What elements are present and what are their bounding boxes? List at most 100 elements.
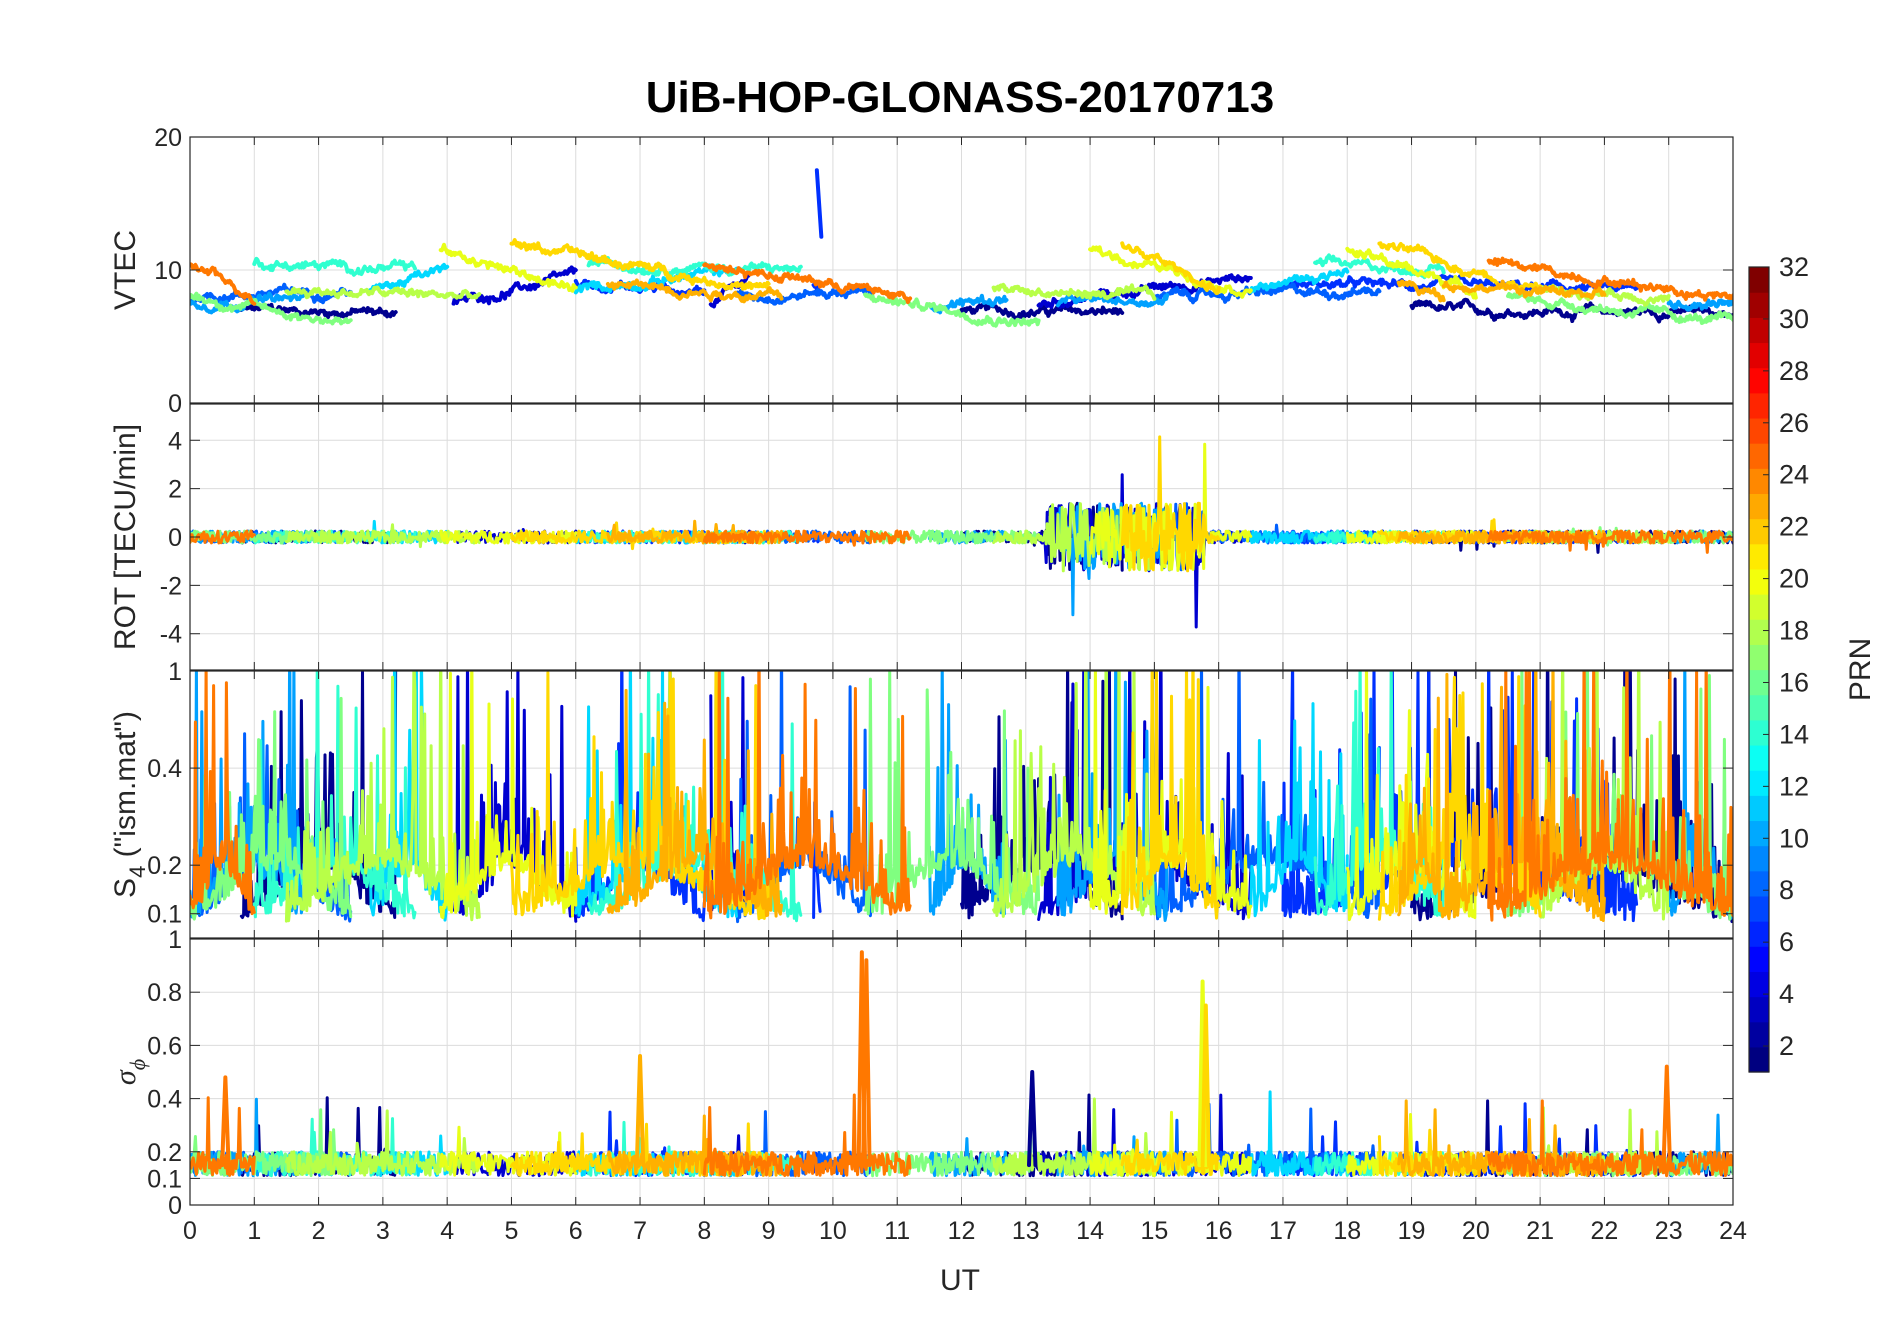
series-group xyxy=(190,168,1733,328)
colorbar-tick-label: 30 xyxy=(1779,304,1809,334)
y-tick-label: 0 xyxy=(168,390,182,418)
colorbar-band xyxy=(1749,921,1769,947)
series-group xyxy=(190,671,1733,924)
y-axis-label-tail: ("ism.mat") xyxy=(109,711,142,866)
y-tick-label: 0.1 xyxy=(147,901,182,929)
colorbar-tick-label: 6 xyxy=(1779,927,1794,957)
colorbar-band xyxy=(1749,820,1769,847)
series-prn-19-line xyxy=(1345,1113,1478,1177)
x-tick-label: 3 xyxy=(376,1217,390,1245)
colorbar-band xyxy=(1749,342,1769,369)
y-tick-label: -2 xyxy=(160,572,182,600)
series-prn-11-line xyxy=(368,262,450,293)
colorbar-band xyxy=(1749,594,1769,620)
colorbar-band xyxy=(1749,845,1769,872)
colorbar-band xyxy=(1749,744,1769,771)
y-axis-label-main: S xyxy=(109,878,142,898)
series-prn-13-line xyxy=(252,256,417,277)
x-tick-label: 1 xyxy=(247,1217,261,1245)
series-prn-7-line xyxy=(1152,282,1382,305)
colorbar-band xyxy=(1749,443,1769,469)
colorbar-band xyxy=(1749,493,1769,520)
x-tick-label: 13 xyxy=(1012,1217,1040,1245)
sigma-phi-spike-line xyxy=(220,1075,231,1168)
series-prn-21-line xyxy=(1377,241,1543,292)
series-prn-19-line xyxy=(1345,246,1478,300)
x-tick-label: 16 xyxy=(1205,1217,1233,1245)
x-tick-label: 12 xyxy=(948,1217,976,1245)
x-axis-label: UT xyxy=(940,1264,980,1297)
series-prn-24-line xyxy=(1487,529,1733,554)
y-axis-label-subscript: 4 xyxy=(125,866,150,878)
y-tick-label: 0.6 xyxy=(147,1032,182,1060)
y-axis-label-main: σ xyxy=(109,1069,142,1085)
y-axis-label: VTEC xyxy=(109,230,142,310)
series-prn-3-line xyxy=(451,265,578,306)
panel-rot: -4 -2 0 2 4 ROT [TECU/min] xyxy=(109,403,1734,671)
colorbar-band xyxy=(1749,267,1769,293)
colorbar-band xyxy=(1749,317,1769,344)
series-prn-15-line xyxy=(1506,291,1733,325)
colorbar-band xyxy=(1749,392,1769,419)
series-prn-22-line xyxy=(1396,279,1446,303)
y-tick-label: 0.2 xyxy=(147,852,182,880)
series-prn-17-line xyxy=(991,282,1157,301)
y-tick-label: 0.8 xyxy=(147,979,182,1007)
colorbar-tick-label: 28 xyxy=(1779,356,1809,386)
series-prn-19-line xyxy=(439,529,578,545)
colorbar-band xyxy=(1749,518,1769,545)
series-prn-17-line xyxy=(284,285,482,300)
series-prn-22-line xyxy=(1441,279,1607,300)
colorbar-band xyxy=(1749,996,1769,1023)
series-prn-9-line xyxy=(1055,291,1170,308)
colorbar-band xyxy=(1749,770,1769,796)
vtec-prn-5-spike-line xyxy=(814,168,824,239)
x-tick-label: 6 xyxy=(569,1217,583,1245)
x-tick-label: 8 xyxy=(697,1217,711,1245)
x-tick-label: 2 xyxy=(312,1217,326,1245)
series-prn-9-line xyxy=(1666,298,1733,312)
series-prn-17-line xyxy=(1538,671,1671,921)
series-prn-11-line xyxy=(1249,1090,1349,1177)
sigma-phi-spike-line xyxy=(634,1054,646,1168)
series-prn-7-line xyxy=(734,284,874,306)
colorbar-band xyxy=(1749,946,1769,972)
x-tick-label: 10 xyxy=(819,1217,847,1245)
y-tick-label: 0.1 xyxy=(147,1165,182,1193)
colorbar-tick-label: 32 xyxy=(1779,252,1809,282)
x-tick-label: 22 xyxy=(1591,1217,1619,1245)
colorbar-tick-label: 26 xyxy=(1779,408,1809,438)
x-tick-label: 24 xyxy=(1719,1217,1747,1245)
sigma-phi-spike-line xyxy=(1661,1064,1672,1168)
y-tick-label: 10 xyxy=(154,257,182,285)
x-tick-label: 14 xyxy=(1076,1217,1104,1245)
colorbar-band xyxy=(1749,694,1769,721)
x-tick-label: 21 xyxy=(1526,1217,1554,1245)
series-prn-22-line xyxy=(1397,1099,1446,1177)
y-tick-label: 0.4 xyxy=(147,1086,182,1114)
colorbar-band xyxy=(1749,1021,1769,1048)
colorbar-tick-label: 18 xyxy=(1779,616,1809,646)
x-tick-label: 0 xyxy=(183,1217,197,1245)
colorbar-tick-label: 16 xyxy=(1779,667,1809,697)
colorbar-band xyxy=(1749,619,1769,645)
series-prn-21-line xyxy=(1120,435,1221,573)
x-tick-label: 15 xyxy=(1140,1217,1168,1245)
x-tick-label: 18 xyxy=(1333,1217,1361,1245)
y-tick-label: 20 xyxy=(154,124,182,152)
series-prn-21-line xyxy=(1120,671,1221,920)
series-prn-22-line xyxy=(606,688,783,918)
colorbar-band xyxy=(1749,719,1769,746)
series-prn-24-line xyxy=(702,1093,912,1178)
colorbar-tick-label: 10 xyxy=(1779,823,1809,853)
colorbar-tick-label: 24 xyxy=(1779,460,1809,490)
x-tick-label: 11 xyxy=(884,1217,910,1245)
chart-title: UiB-HOP-GLONASS-20170713 xyxy=(646,73,1274,122)
series-prn-21-line xyxy=(509,238,771,291)
colorbar-band xyxy=(1749,417,1769,444)
series-prn-1-line xyxy=(959,301,1125,323)
colorbar-band xyxy=(1749,870,1769,897)
series-prn-19-line xyxy=(1088,442,1253,572)
